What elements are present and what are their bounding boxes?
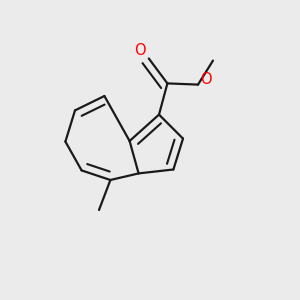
Text: O: O bbox=[135, 43, 146, 58]
Text: O: O bbox=[200, 72, 212, 87]
